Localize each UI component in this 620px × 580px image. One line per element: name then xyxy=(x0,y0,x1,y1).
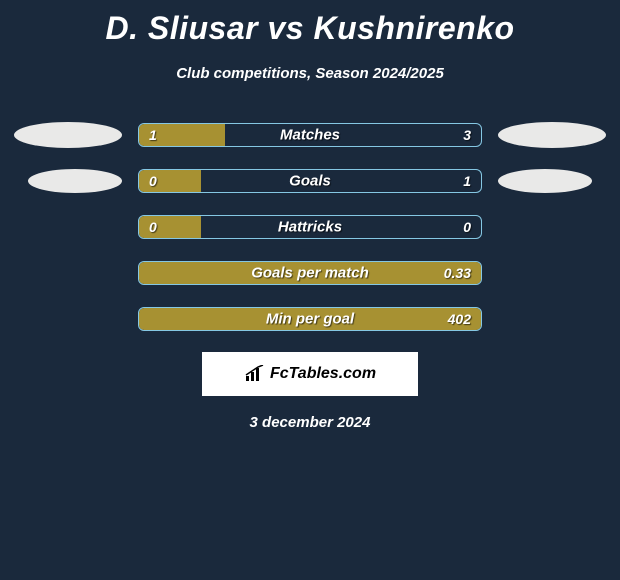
subtitle: Club competitions, Season 2024/2025 xyxy=(0,65,620,82)
logo-box[interactable]: FcTables.com xyxy=(202,352,418,396)
stat-value-right: 3 xyxy=(463,127,471,143)
stat-value-right: 0 xyxy=(463,219,471,235)
player-right-ellipse xyxy=(498,169,592,193)
player-left-ellipse xyxy=(14,122,122,148)
bar-fill xyxy=(139,262,481,284)
stat-value-right: 0.33 xyxy=(444,265,471,281)
logo-text: FcTables.com xyxy=(270,365,376,383)
stat-value-right: 402 xyxy=(448,311,471,327)
player-left-ellipse xyxy=(28,169,122,193)
stat-bar: Min per goal 402 xyxy=(138,307,482,331)
stat-value-left: 0 xyxy=(149,173,157,189)
stat-row: 0 Goals 1 xyxy=(0,168,620,194)
stat-row: 0 Hattricks 0 xyxy=(0,214,620,240)
player-right-ellipse xyxy=(498,122,606,148)
stat-row: Goals per match 0.33 xyxy=(0,260,620,286)
stat-value-left: 0 xyxy=(149,219,157,235)
stat-bar: 0 Hattricks 0 xyxy=(138,215,482,239)
stat-bar: Goals per match 0.33 xyxy=(138,261,482,285)
stat-value-right: 1 xyxy=(463,173,471,189)
chart-icon xyxy=(244,365,266,383)
stat-bar: 0 Goals 1 xyxy=(138,169,482,193)
bar-fill xyxy=(139,308,481,330)
date-label: 3 december 2024 xyxy=(0,414,620,431)
stat-value-left: 1 xyxy=(149,127,157,143)
page-title: D. Sliusar vs Kushnirenko xyxy=(0,0,620,47)
comparison-chart: 1 Matches 3 0 Goals 1 0 Hattricks 0 G xyxy=(0,122,620,332)
stat-row: Min per goal 402 xyxy=(0,306,620,332)
stat-bar: 1 Matches 3 xyxy=(138,123,482,147)
stat-row: 1 Matches 3 xyxy=(0,122,620,148)
